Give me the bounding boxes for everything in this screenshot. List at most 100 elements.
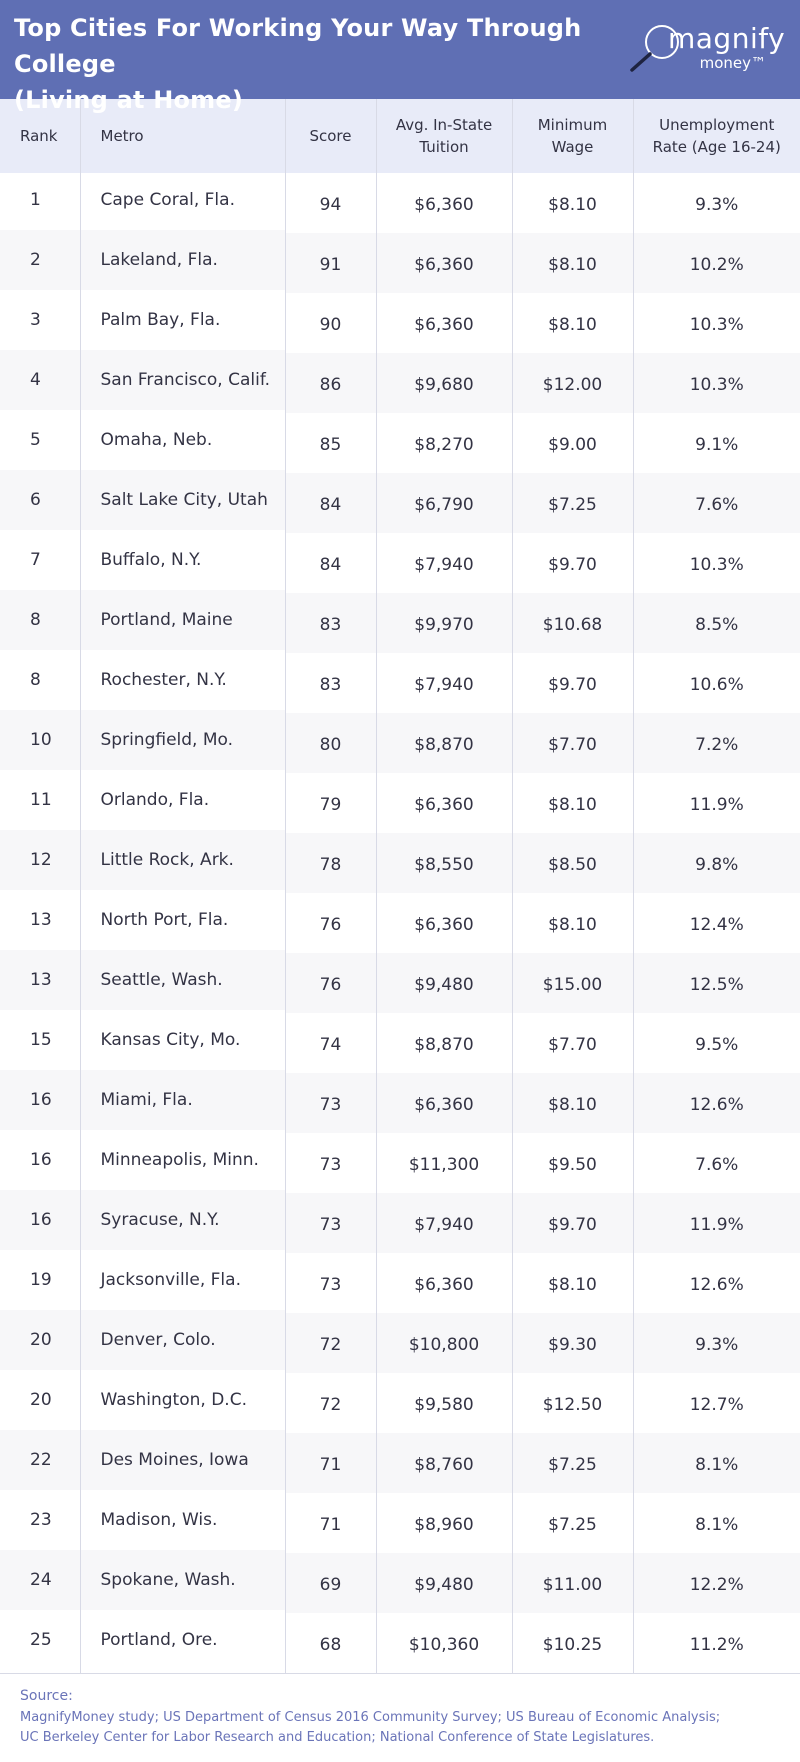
minimum-wage-cell: $12.50 [512, 1373, 634, 1433]
rank-cell: 6 [0, 470, 81, 530]
tuition-cell: $6,360 [376, 1073, 513, 1133]
tuition-cell: $7,940 [376, 533, 513, 593]
column-header-wage: Minimum Wage [512, 99, 634, 173]
unemployment-rate-cell: 12.7% [689, 1395, 744, 1415]
table-row: 19 Jacksonville, Fla. 73 $6,360 $8.10 12.6% [0, 1250, 800, 1313]
minimum-wage-cell: $10.25 [512, 1613, 634, 1674]
minimum-wage-cell: $10.68 [512, 593, 634, 653]
magnifying-glass-icon [630, 25, 679, 72]
rank-cell: 16 [0, 1130, 81, 1190]
tuition-cell: $11,300 [376, 1133, 513, 1193]
source-line-1: MagnifyMoney study; US Department of Cen… [20, 1709, 721, 1725]
metro-cell: Madison, Wis. [80, 1490, 286, 1550]
unemployment-rate-cell: 9.3% [695, 1335, 739, 1355]
metro-cell: Portland, Ore. [80, 1610, 286, 1671]
table-row: 13 North Port, Fla. 76 $6,360 $8.10 12.4% [0, 890, 800, 953]
unemployment-rate-cell: 9.3% [695, 195, 739, 215]
table-row: 8 Rochester, N.Y. 83 $7,940 $9.70 10.6% [0, 650, 800, 713]
rank-cell: 8 [0, 590, 81, 650]
unemployment-rate-cell: 11.9% [689, 795, 744, 815]
tuition-cell: $10,800 [376, 1313, 513, 1373]
unemployment-rate-cell: 12.5% [689, 975, 744, 995]
score-cell: 91 [285, 233, 377, 293]
table-header-row: Rank Metro Score Avg. In-State Tuition M… [0, 99, 800, 173]
column-header-unemployment-line-1: Unemployment [659, 116, 775, 134]
metro-cell: Syracuse, N.Y. [80, 1190, 286, 1250]
rank-cell: 22 [0, 1430, 81, 1490]
rank-cell: 15 [0, 1010, 81, 1070]
table-row: 7 Buffalo, N.Y. 84 $7,940 $9.70 10.3% [0, 530, 800, 593]
minimum-wage-cell: $8.10 [512, 293, 634, 353]
title-line-1: Top Cities For Working Your Way Through … [14, 14, 582, 78]
score-cell: 74 [285, 1013, 377, 1073]
rank-cell: 16 [0, 1070, 81, 1130]
unemployment-rate-cell: 12.4% [689, 915, 744, 935]
minimum-wage-cell: $7.25 [512, 1493, 634, 1553]
unemployment-rate-cell: 7.6% [695, 495, 739, 515]
column-header-tuition-line-2: Tuition [419, 138, 469, 156]
tuition-cell: $6,790 [376, 473, 513, 533]
minimum-wage-cell: $9.50 [512, 1133, 634, 1193]
score-cell: 79 [285, 773, 377, 833]
tuition-cell: $6,360 [376, 773, 513, 833]
table-row: 12 Little Rock, Ark. 78 $8,550 $8.50 9.8% [0, 830, 800, 893]
score-cell: 90 [285, 293, 377, 353]
score-cell: 85 [285, 413, 377, 473]
minimum-wage-cell: $8.10 [512, 233, 634, 293]
unemployment-rate-cell: 12.6% [689, 1275, 744, 1295]
table-row: 16 Miami, Fla. 73 $6,360 $8.10 12.6% [0, 1070, 800, 1133]
column-header-wage-line-2: Wage [551, 138, 594, 156]
minimum-wage-cell: $9.70 [512, 1193, 634, 1253]
metro-cell: Orlando, Fla. [80, 770, 286, 830]
rank-cell: 12 [0, 830, 81, 890]
table-row: 15 Kansas City, Mo. 74 $8,870 $7.70 9.5% [0, 1010, 800, 1073]
score-cell: 84 [285, 533, 377, 593]
source-line-2: UC Berkeley Center for Labor Research an… [20, 1729, 655, 1745]
minimum-wage-cell: $8.10 [512, 773, 634, 833]
metro-cell: Miami, Fla. [80, 1070, 286, 1130]
metro-cell: Little Rock, Ark. [80, 830, 286, 890]
table-row: 20 Denver, Colo. 72 $10,800 $9.30 9.3% [0, 1310, 800, 1373]
column-header-metro: Metro [80, 99, 286, 173]
tuition-cell: $8,270 [376, 413, 513, 473]
score-cell: 73 [285, 1253, 377, 1313]
cities-table: Rank Metro Score Avg. In-State Tuition M… [0, 99, 800, 1674]
unemployment-rate-cell: 8.1% [695, 1515, 739, 1535]
score-cell: 73 [285, 1133, 377, 1193]
score-cell: 71 [285, 1493, 377, 1553]
unemployment-rate-cell: 12.2% [689, 1575, 744, 1595]
metro-cell: San Francisco, Calif. [80, 350, 286, 410]
rank-cell: 10 [0, 710, 81, 770]
unemployment-rate-cell: 11.2% [633, 1613, 800, 1674]
unemployment-rate-cell: 10.6% [689, 675, 744, 695]
page-title: Top Cities For Working Your Way Through … [14, 10, 654, 118]
source-note: Source: MagnifyMoney study; US Departmen… [0, 1674, 800, 1748]
tuition-cell: $7,940 [376, 1193, 513, 1253]
logo-subtext: money™ [699, 54, 766, 72]
score-cell: 94 [285, 173, 377, 233]
rank-cell: 7 [0, 530, 81, 590]
table-row: 4 San Francisco, Calif. 86 $9,680 $12.00 10.3… [0, 350, 800, 413]
table-row: 1 Cape Coral, Fla. 94 $6,360 $8.10 9.3% [0, 170, 800, 233]
minimum-wage-cell: $8.10 [512, 893, 634, 953]
metro-cell: Des Moines, Iowa [80, 1430, 286, 1490]
tuition-cell: $9,580 [376, 1373, 513, 1433]
score-cell: 83 [285, 653, 377, 713]
tuition-cell: $8,870 [376, 1013, 513, 1073]
tuition-cell: $8,960 [376, 1493, 513, 1553]
column-header-unemployment: Unemployment Rate (Age 16-24) [633, 99, 800, 173]
unemployment-rate-cell: 11.9% [689, 1215, 744, 1235]
metro-cell: Springfield, Mo. [80, 710, 286, 770]
table-row: 25 Portland, Ore. 68 $10,360 $10.25 11.2% [0, 1610, 800, 1674]
rank-cell: 23 [0, 1490, 81, 1550]
minimum-wage-cell: $7.70 [512, 1013, 634, 1073]
tuition-cell: $6,360 [376, 893, 513, 953]
unemployment-rate-cell: 8.1% [695, 1455, 739, 1475]
minimum-wage-cell: $12.00 [512, 353, 634, 413]
rank-cell: 25 [0, 1610, 81, 1671]
unemployment-rate-cell: 10.2% [689, 255, 744, 275]
metro-cell: Seattle, Wash. [80, 950, 286, 1010]
score-cell: 71 [285, 1433, 377, 1493]
tuition-cell: $8,760 [376, 1433, 513, 1493]
tuition-cell: $6,360 [376, 1253, 513, 1313]
